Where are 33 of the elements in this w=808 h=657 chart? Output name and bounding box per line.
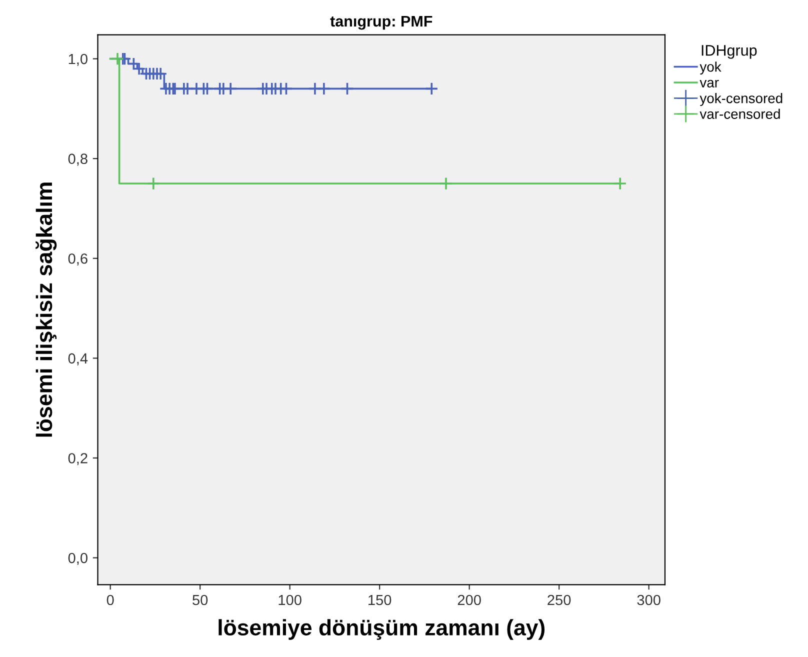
x-tick-label: 200 [458,594,481,606]
point [200,82,214,96]
y-tick-label: 0,0 [68,552,88,565]
x-tick-label: 250 [548,594,571,606]
point [280,82,293,96]
legend-label: yok-censored [700,93,782,106]
y-tick-label: 0,8 [68,154,88,166]
x-tick-label: 150 [368,594,392,606]
x-tick-label: 100 [278,594,302,606]
point [439,176,453,190]
y-tick-label: 0,2 [68,453,88,466]
legend-label: var [700,80,719,88]
y-tick-label: 0,4 [68,353,88,366]
point [146,176,160,190]
point [613,176,627,190]
point [132,62,146,76]
x-tick-label: 50 [192,594,208,606]
y-tick-label: 1,0 [68,54,88,66]
y-tick-label: 0,6 [68,253,88,266]
legend-label: var-censored [700,108,780,119]
legend-label: yok [700,62,722,75]
x-tick-label: 300 [637,594,660,606]
x-tick-label: 0 [106,594,114,606]
x-axis-title: lösemiye dönüşüm zamanı (ay) [218,619,545,640]
chart-title: tanıgrup: PMF [330,16,432,30]
point [424,82,438,96]
y-axis-title: lösemi ilişkisiz sağkalım [36,182,57,437]
point [317,82,331,96]
point [224,82,238,96]
legend-title: IDHgrup [702,45,757,59]
point [126,57,140,70]
point [154,67,168,80]
point [340,82,354,96]
